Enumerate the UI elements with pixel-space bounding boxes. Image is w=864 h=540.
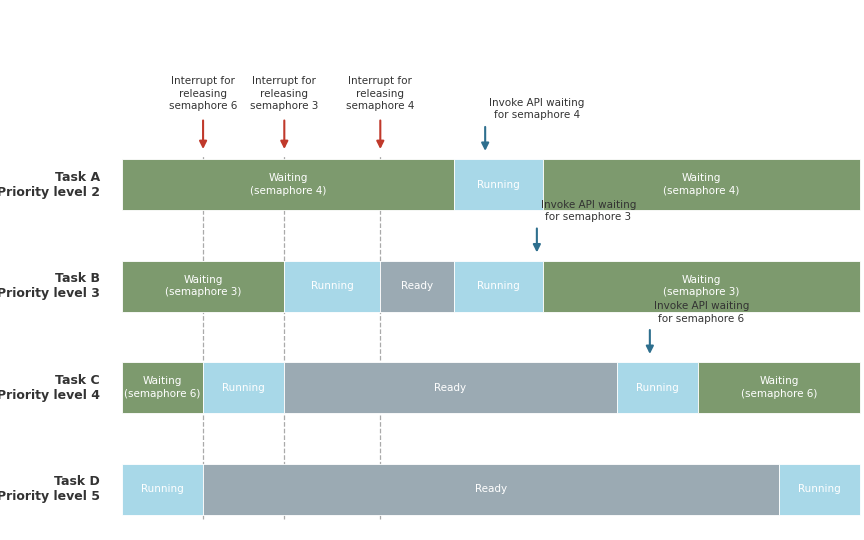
Bar xyxy=(543,261,861,312)
Text: Running: Running xyxy=(141,484,184,494)
Text: Running: Running xyxy=(222,383,265,393)
Text: Task B
Priority level 3: Task B Priority level 3 xyxy=(0,272,99,300)
Text: Waiting
(semaphore 6): Waiting (semaphore 6) xyxy=(741,376,817,399)
Text: Running: Running xyxy=(477,281,520,291)
Text: Task D
Priority level 5: Task D Priority level 5 xyxy=(0,475,99,503)
Text: Waiting
(semaphore 4): Waiting (semaphore 4) xyxy=(664,173,740,196)
Text: Running: Running xyxy=(477,180,520,190)
Bar xyxy=(543,159,861,210)
Bar xyxy=(284,261,380,312)
Text: Invoke API waiting
for semaphore 3: Invoke API waiting for semaphore 3 xyxy=(541,200,636,222)
Bar xyxy=(454,159,543,210)
Bar xyxy=(284,362,617,413)
Bar xyxy=(617,362,698,413)
Bar xyxy=(380,261,454,312)
Text: Task A
Priority level 2: Task A Priority level 2 xyxy=(0,171,99,199)
Text: Ready: Ready xyxy=(475,484,507,494)
Text: Waiting
(semaphore 3): Waiting (semaphore 3) xyxy=(165,275,241,298)
Bar xyxy=(698,362,861,413)
Text: Interrupt for
releasing
semaphore 4: Interrupt for releasing semaphore 4 xyxy=(346,77,415,111)
Text: Ready: Ready xyxy=(435,383,467,393)
Bar xyxy=(779,464,861,515)
Bar xyxy=(454,261,543,312)
Bar xyxy=(122,261,284,312)
Text: Invoke API waiting
for semaphore 6: Invoke API waiting for semaphore 6 xyxy=(654,301,749,323)
Bar xyxy=(122,464,203,515)
Text: Ready: Ready xyxy=(401,281,433,291)
Text: Running: Running xyxy=(798,484,841,494)
Text: Waiting
(semaphore 3): Waiting (semaphore 3) xyxy=(664,275,740,298)
Bar xyxy=(203,464,779,515)
Bar xyxy=(122,159,454,210)
Text: Task C
Priority level 4: Task C Priority level 4 xyxy=(0,374,99,402)
Text: Interrupt for
releasing
semaphore 6: Interrupt for releasing semaphore 6 xyxy=(168,77,238,111)
Bar xyxy=(122,362,203,413)
Bar xyxy=(203,362,284,413)
Text: Running: Running xyxy=(311,281,353,291)
Text: Waiting
(semaphore 6): Waiting (semaphore 6) xyxy=(124,376,200,399)
Text: Running: Running xyxy=(636,383,678,393)
Text: Waiting
(semaphore 4): Waiting (semaphore 4) xyxy=(250,173,327,196)
Text: Interrupt for
releasing
semaphore 3: Interrupt for releasing semaphore 3 xyxy=(250,77,319,111)
Text: Invoke API waiting
for semaphore 4: Invoke API waiting for semaphore 4 xyxy=(489,98,585,120)
